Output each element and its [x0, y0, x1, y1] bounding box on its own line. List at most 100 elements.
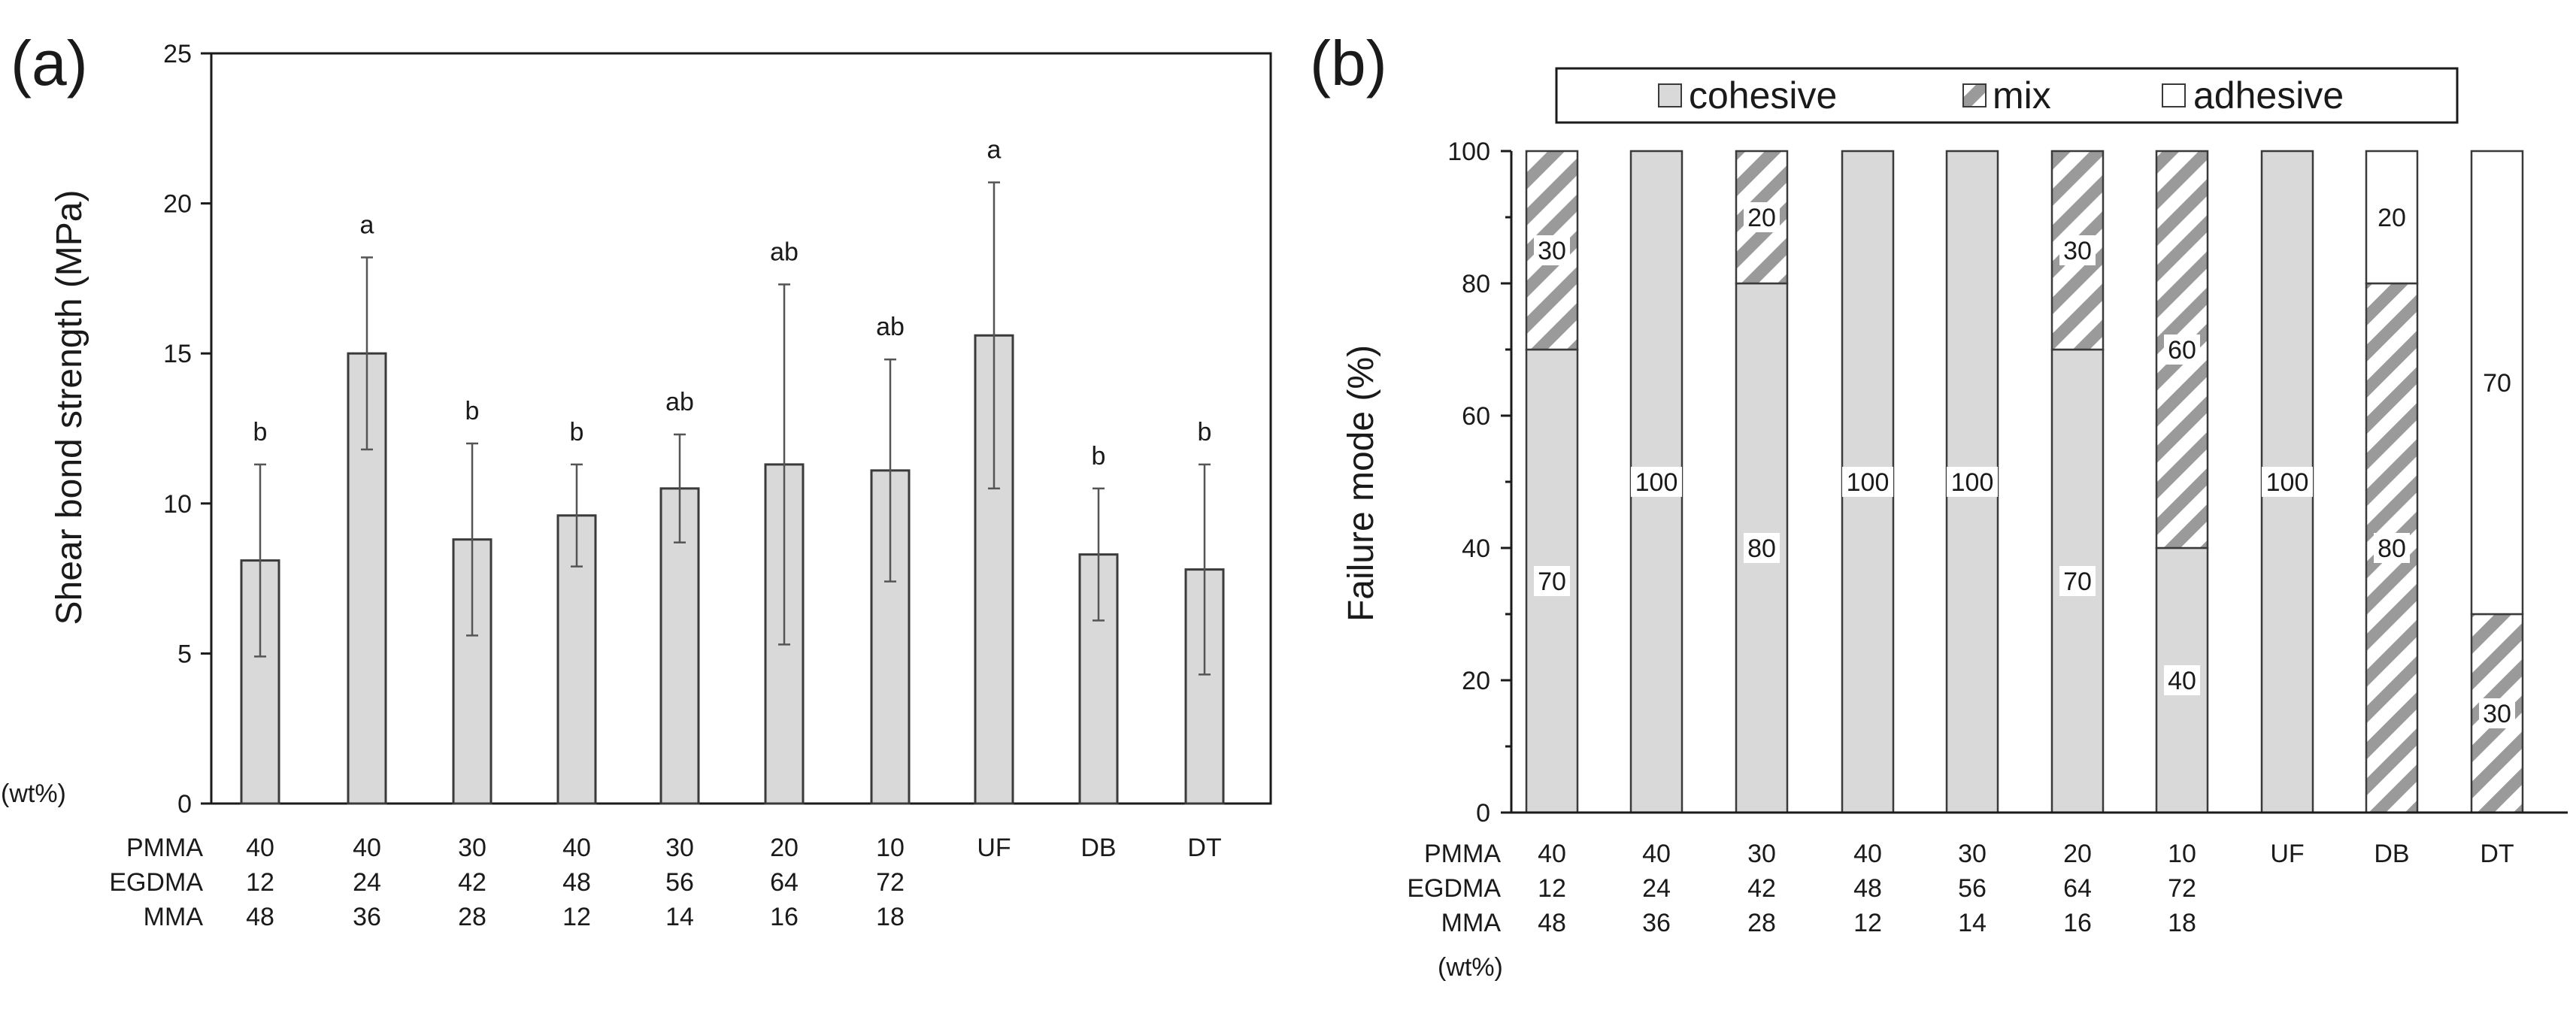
legend-box [1555, 67, 2459, 124]
segment-label-bg [1744, 533, 1780, 563]
composition-value: 40 [1538, 840, 1566, 868]
significance-label-a: b [465, 397, 480, 425]
composition-row-label: PMMA [126, 834, 203, 862]
y-tick-label-a: 0 [177, 790, 192, 819]
y-tick-label-a: 15 [163, 340, 192, 368]
y-tick-label-b: 60 [1462, 402, 1490, 431]
composition-value: 40 [353, 834, 381, 862]
panel-b-failure-mode: (b) Failure mode (%) cohesive mix adhesi… [1310, 28, 2568, 982]
composition-value: 20 [770, 834, 799, 862]
segment-label-bg [2164, 665, 2200, 695]
legend-label-adhesive: adhesive [2193, 74, 2344, 117]
segment-label-bg [2164, 334, 2200, 365]
composition-value: 30 [665, 834, 694, 862]
composition-row-label: EGDMA [1407, 874, 1501, 903]
panel-label-a: (a) [11, 28, 88, 98]
segment-label-cohesive: 40 [2168, 667, 2196, 695]
legend-swatch-cohesive [1658, 83, 1682, 107]
composition-value: DT [1187, 834, 1221, 862]
composition-value: 12 [1538, 874, 1566, 903]
significance-label-a: a [987, 136, 1002, 165]
composition-value: 72 [2168, 874, 2196, 903]
y-tick-label-a: 20 [163, 190, 192, 219]
legend-swatch-mix [1962, 83, 1987, 107]
segment-label-bg [2479, 698, 2515, 728]
significance-label-a: a [360, 210, 374, 239]
segment-label-bg [1534, 566, 1570, 596]
segment-label-cohesive: 70 [1538, 568, 1566, 596]
panel-a-shear-bond-strength: (a) Shear bond strength (MPa) 0 5 10 15 20 25… [1, 28, 1272, 931]
segment-label-cohesive: 80 [1747, 534, 1776, 563]
composition-value: 40 [1853, 840, 1882, 868]
panel-label-b: (b) [1310, 28, 1387, 98]
segment-label-bg [1631, 467, 1682, 497]
segment-label-bg [2374, 533, 2410, 563]
composition-value: 36 [1642, 909, 1671, 937]
composition-value: 48 [1853, 874, 1882, 903]
composition-value: 20 [2063, 840, 2092, 868]
composition-value: 28 [1747, 909, 1776, 937]
y-tick-label-b: 20 [1462, 667, 1490, 695]
bars-b: 70 30 100 80 20 100 100 70 30 40 60 100 80 20 30 70 [1525, 150, 2524, 814]
composition-value: 24 [353, 868, 381, 897]
segment-label-mix: 60 [2168, 336, 2196, 365]
legend-label-cohesive: cohesive [1689, 74, 1837, 117]
segment-label-bg [2374, 202, 2410, 232]
composition-value: 30 [1747, 840, 1776, 868]
composition-value: 48 [1538, 909, 1566, 937]
segment-label-adhesive: 70 [2483, 369, 2511, 398]
composition-value: 24 [1642, 874, 1671, 903]
segment-label-bg [2059, 566, 2096, 596]
composition-value: UF [2270, 840, 2304, 868]
legend: cohesive mix adhesive [1555, 67, 2459, 124]
y-tick-label-b: 80 [1462, 270, 1490, 298]
y-tick-label-a: 10 [163, 490, 192, 519]
composition-value: 16 [2063, 909, 2092, 937]
composition-value: 30 [458, 834, 486, 862]
segment-label-cohesive: 100 [2266, 468, 2309, 497]
segment-label-adhesive: 20 [2377, 204, 2406, 232]
composition-value: 56 [665, 868, 694, 897]
composition-value: 30 [1958, 840, 1987, 868]
composition-value: DT [2480, 840, 2514, 868]
composition-value: DB [2374, 840, 2409, 868]
y-tick-label-a: 5 [177, 640, 192, 668]
segment-label-cohesive: 100 [1951, 468, 1994, 497]
plot-area-a [210, 52, 1272, 805]
composition-value: 12 [1853, 909, 1882, 937]
composition-table-b: (wt%) PMMA 40 40 30 40 30 20 10 UF DB DT EGDMA 12 24 4… [1407, 840, 2514, 982]
composition-value: 16 [770, 903, 799, 931]
composition-value: 56 [1958, 874, 1987, 903]
segment-label-mix: 80 [2377, 534, 2406, 563]
significance-label-a: b [1092, 442, 1106, 471]
composition-value: 12 [562, 903, 591, 931]
composition-value: DB [1080, 834, 1116, 862]
segment-label-bg [1534, 235, 1570, 265]
composition-value: 10 [2168, 840, 2196, 868]
y-axis-b: 0 20 40 60 80 100 [1447, 138, 1511, 828]
significance-label-a: ab [876, 313, 905, 341]
composition-value: 48 [246, 903, 274, 931]
composition-value: 64 [770, 868, 799, 897]
composition-value: 40 [246, 834, 274, 862]
significance-label-a: b [1198, 418, 1212, 446]
significance-label-a: b [253, 418, 268, 446]
composition-row-label: MMA [1441, 909, 1502, 937]
composition-value: 14 [1958, 909, 1987, 937]
composition-row-label: EGDMA [109, 868, 203, 897]
segment-label-bg [2059, 235, 2096, 265]
composition-value: 42 [1747, 874, 1776, 903]
composition-value: 36 [353, 903, 381, 931]
composition-value: 18 [876, 903, 905, 931]
significance-label-a: ab [770, 238, 799, 266]
legend-label-mix: mix [1993, 74, 2051, 117]
composition-unit-a: (wt%) [1, 779, 66, 808]
segment-label-cohesive: 100 [1635, 468, 1678, 497]
composition-value: 18 [2168, 909, 2196, 937]
composition-value: 64 [2063, 874, 2092, 903]
y-axis-title-b: Failure mode (%) [1341, 345, 1381, 622]
y-tick-label-b: 40 [1462, 534, 1490, 563]
legend-swatch-adhesive [2162, 83, 2186, 107]
